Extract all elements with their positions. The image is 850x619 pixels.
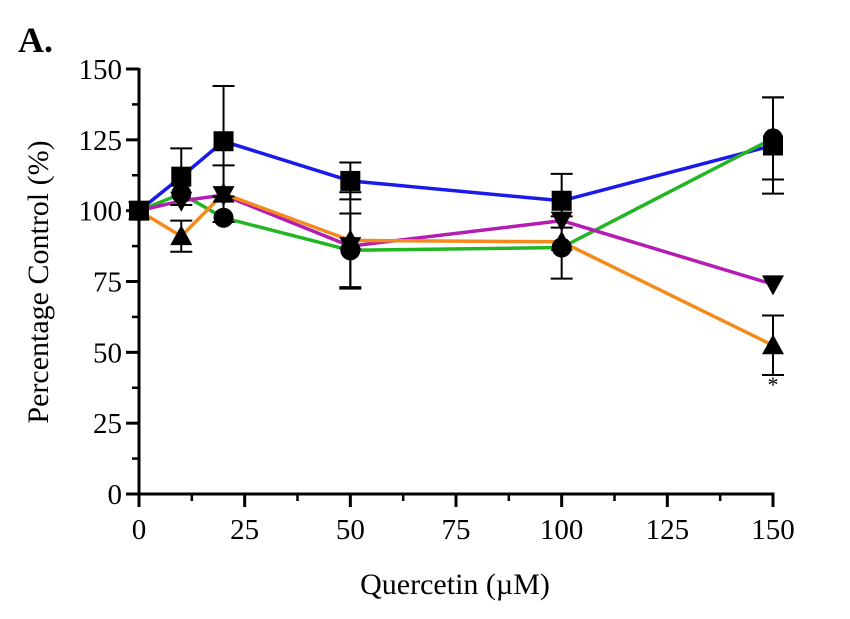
y-axis-title: Percentage Control (%) bbox=[22, 140, 55, 423]
significance-marker: * bbox=[768, 372, 779, 397]
y-tick-label: 25 bbox=[93, 408, 122, 440]
x-tick-label: 150 bbox=[751, 514, 795, 546]
series-1-point bbox=[129, 200, 149, 221]
y-tick-label: 50 bbox=[93, 337, 122, 369]
series-4-point bbox=[170, 225, 193, 246]
series-3-point bbox=[550, 211, 573, 232]
x-tick-label: 0 bbox=[132, 514, 147, 546]
series-2-point bbox=[551, 237, 572, 258]
series-3-line bbox=[138, 193, 774, 286]
y-tick-label: 150 bbox=[79, 54, 123, 86]
series-4-line bbox=[138, 191, 774, 347]
series-1-point bbox=[551, 190, 572, 211]
x-tick-label: 25 bbox=[230, 514, 259, 546]
series-3-point bbox=[339, 237, 362, 258]
series-3-point bbox=[762, 275, 784, 296]
series-1-point bbox=[763, 135, 783, 156]
series-4-point bbox=[762, 334, 784, 355]
data-markers bbox=[128, 128, 784, 355]
series-1-point bbox=[213, 131, 234, 152]
series-3-point bbox=[212, 186, 235, 207]
annotations: * bbox=[768, 372, 779, 397]
series-1-point bbox=[340, 170, 361, 191]
series-2-point bbox=[213, 207, 234, 228]
y-tick-label: 100 bbox=[79, 196, 123, 228]
x-tick-label: 75 bbox=[442, 514, 471, 546]
series-1-point bbox=[171, 166, 192, 187]
x-tick-label: 100 bbox=[540, 514, 584, 546]
x-tick-label: 50 bbox=[336, 514, 365, 546]
y-tick-label: 75 bbox=[93, 267, 122, 299]
series-3-point bbox=[170, 191, 193, 212]
axes: 0 25 50 75 100 125 150 0 25 50 75 100 125 150 bbox=[79, 54, 795, 546]
series-lines bbox=[137, 136, 774, 347]
y-tick-label: 125 bbox=[79, 125, 123, 157]
y-tick-label: 0 bbox=[108, 479, 123, 511]
x-axis-title: Quercetin (µM) bbox=[360, 568, 550, 601]
x-tick-label: 125 bbox=[646, 514, 690, 546]
panel-label: A. bbox=[18, 20, 53, 60]
